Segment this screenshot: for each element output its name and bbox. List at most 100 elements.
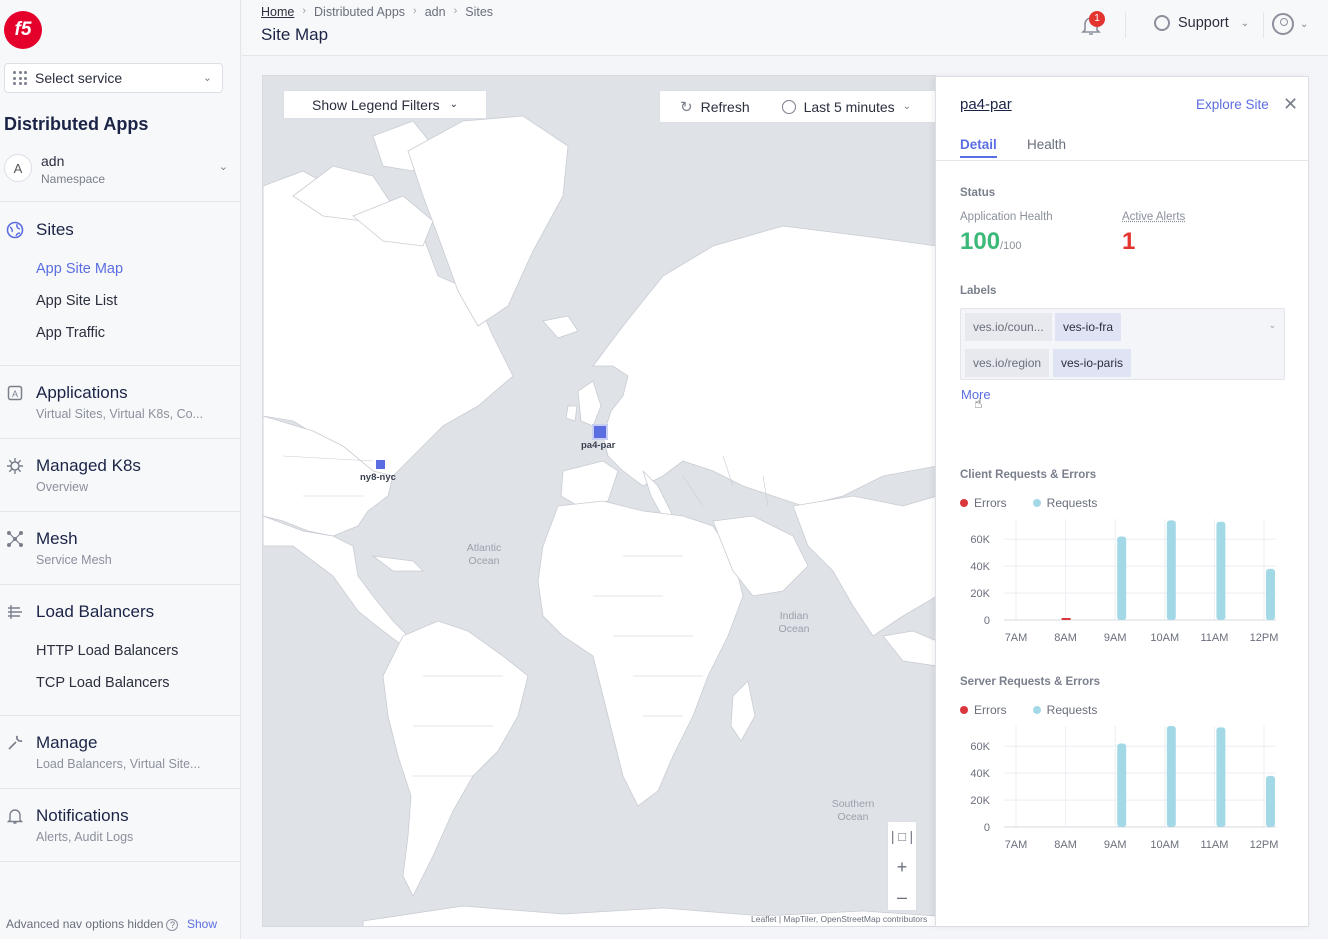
- chevron-right-icon: ›: [453, 5, 458, 17]
- grid-icon: [13, 71, 27, 85]
- x-tick-label: 11AM: [1200, 632, 1228, 644]
- divider: [0, 584, 241, 585]
- x-tick-label: 9AM: [1104, 839, 1127, 851]
- x-tick-label: 9AM: [1104, 632, 1127, 644]
- site-label-ny8-nyc: ny8-nyc: [360, 472, 396, 483]
- show-advanced-link[interactable]: Show: [187, 917, 218, 931]
- southern-ocean-label: Southern Ocean: [831, 798, 875, 823]
- x-tick-label: 8AM: [1054, 632, 1077, 644]
- requests-bar: [1266, 568, 1275, 620]
- site-map[interactable]: Show Legend Filters ⌄ ↻ Refresh Last 5 m…: [262, 75, 936, 927]
- breadcrumb-sites: Sites: [465, 5, 494, 19]
- errors-bar: [1061, 618, 1071, 620]
- time-range-select[interactable]: Last 5 minutes ⌄: [781, 99, 911, 115]
- nav-sites[interactable]: Sites: [6, 220, 236, 244]
- breadcrumb-distributed-apps[interactable]: Distributed Apps: [314, 5, 406, 19]
- help-icon[interactable]: ?: [166, 919, 179, 931]
- zoom-in-button[interactable]: +: [896, 856, 908, 877]
- refresh-button[interactable]: ↻ Refresh: [680, 98, 750, 116]
- label-value: ves-io-paris: [1053, 349, 1132, 377]
- nav-app-traffic[interactable]: App Traffic: [36, 325, 106, 341]
- indian-ocean-label: Indian Ocean: [778, 610, 810, 635]
- status-heading: Status: [960, 187, 996, 199]
- breadcrumb-adn[interactable]: adn: [424, 5, 446, 19]
- nav-notifications-title: Notifications: [36, 806, 129, 825]
- nav-managed-k8s[interactable]: Managed K8s Overview: [6, 456, 236, 496]
- select-service-label: Select service: [35, 70, 123, 86]
- y-tick-label: 20K: [970, 795, 990, 807]
- chevron-down-icon: ⌄: [1268, 320, 1276, 330]
- tab-detail[interactable]: Detail: [960, 137, 997, 158]
- site-marker-ny8-nyc[interactable]: [376, 460, 385, 469]
- divider: [0, 788, 241, 789]
- client-requests-chart: 60K 40K 20K 0 7AM 8AM 9AM 10AM 11AM 12PM: [970, 519, 1278, 644]
- nav-app-site-list[interactable]: App Site List: [36, 293, 118, 309]
- x-tick-label: 12PM: [1250, 839, 1279, 851]
- client-chart-title: Client Requests & Errors: [960, 469, 1097, 481]
- explore-site-link[interactable]: Explore Site: [1196, 97, 1269, 112]
- nav-notifications[interactable]: Notifications Alerts, Audit Logs: [6, 806, 236, 846]
- nav-mesh[interactable]: Mesh Service Mesh: [6, 529, 236, 569]
- zoom-out-button[interactable]: –: [896, 886, 907, 907]
- more-labels-link[interactable]: More: [961, 387, 991, 402]
- app-health-label: Application Health: [960, 211, 1053, 223]
- nav-app-site-map[interactable]: App Site Map: [36, 261, 124, 277]
- nav-manage[interactable]: Manage Load Balancers, Virtual Site...: [6, 733, 236, 773]
- support-icon: [1154, 15, 1170, 31]
- x-tick-label: 7AM: [1005, 632, 1028, 644]
- nav-mesh-title: Mesh: [36, 529, 78, 548]
- nav-manage-sub: Load Balancers, Virtual Site...: [36, 757, 201, 771]
- show-legend-filters-button[interactable]: Show Legend Filters ⌄: [283, 90, 487, 119]
- site-name-link[interactable]: pa4-par: [960, 96, 1012, 113]
- y-tick-label: 0: [984, 615, 990, 627]
- globe-icon: [6, 221, 24, 239]
- divider: [0, 201, 241, 202]
- divider: [0, 438, 241, 439]
- requests-bar: [1216, 727, 1226, 827]
- namespace-selector[interactable]: A adn Namespace ⌄: [4, 152, 236, 188]
- bell-icon: [6, 807, 24, 825]
- active-alerts-label[interactable]: Active Alerts: [1122, 211, 1186, 223]
- breadcrumb-home[interactable]: Home: [261, 5, 295, 19]
- select-service-dropdown[interactable]: Select service ⌄: [4, 63, 223, 93]
- chevron-right-icon: ›: [413, 5, 417, 17]
- breadcrumb: Home › Distributed Apps › adn › Sites: [261, 5, 493, 19]
- errors-legend-dot: [960, 706, 968, 714]
- nav-applications[interactable]: A Applications Virtual Sites, Virtual K8…: [6, 383, 236, 423]
- advanced-nav-text: Advanced nav options hidden: [6, 917, 164, 931]
- sidebar: f5 Select service ⌄ Distributed Apps A a…: [0, 0, 241, 939]
- user-menu[interactable]: ⌄: [1272, 13, 1308, 35]
- header-divider: [1263, 12, 1264, 38]
- site-marker-pa4-par[interactable]: [594, 426, 606, 438]
- requests-bar: [1266, 775, 1275, 827]
- fit-bounds-button[interactable]: ❘□❘: [887, 829, 917, 844]
- labels-select[interactable]: ves.io/coun... ves-io-fra ves.io/region …: [960, 308, 1285, 380]
- f5-logo[interactable]: f5: [4, 11, 42, 49]
- site-detail-panel: pa4-par Explore Site ✕ Detail Health Sta…: [935, 76, 1309, 927]
- y-tick-label: 60K: [970, 534, 990, 546]
- nav-load-balancers[interactable]: Load Balancers: [6, 602, 236, 626]
- x-tick-label: 10AM: [1150, 632, 1179, 644]
- nav-tcp-load-balancers[interactable]: TCP Load Balancers: [36, 675, 170, 691]
- support-label: Support: [1178, 15, 1229, 31]
- wrench-icon: [6, 734, 24, 752]
- label-key: ves.io/coun...: [965, 313, 1052, 341]
- close-icon[interactable]: ✕: [1283, 94, 1299, 114]
- nav-manage-title: Manage: [36, 733, 98, 752]
- advanced-nav-hint: Advanced nav options hidden?: [6, 917, 179, 931]
- nav-load-balancers-title: Load Balancers: [36, 602, 155, 621]
- x-tick-label: 8AM: [1054, 839, 1077, 851]
- x-tick-label: 11AM: [1200, 839, 1228, 851]
- nav-managed-k8s-sub: Overview: [36, 480, 89, 494]
- requests-legend-dot: [1032, 499, 1041, 507]
- nav-http-load-balancers[interactable]: HTTP Load Balancers: [36, 643, 179, 659]
- chevron-down-icon: ⌄: [449, 99, 459, 110]
- tab-health[interactable]: Health: [1027, 137, 1067, 152]
- namespace-label: Namespace: [41, 172, 106, 186]
- zoom-controls: ❘□❘ + –: [887, 821, 917, 911]
- requests-bar: [1166, 726, 1176, 827]
- x-tick-label: 7AM: [1005, 839, 1028, 851]
- requests-bar: [1117, 536, 1127, 620]
- active-alerts-value[interactable]: 1: [1122, 228, 1136, 255]
- support-menu[interactable]: Support ⌄: [1154, 15, 1249, 31]
